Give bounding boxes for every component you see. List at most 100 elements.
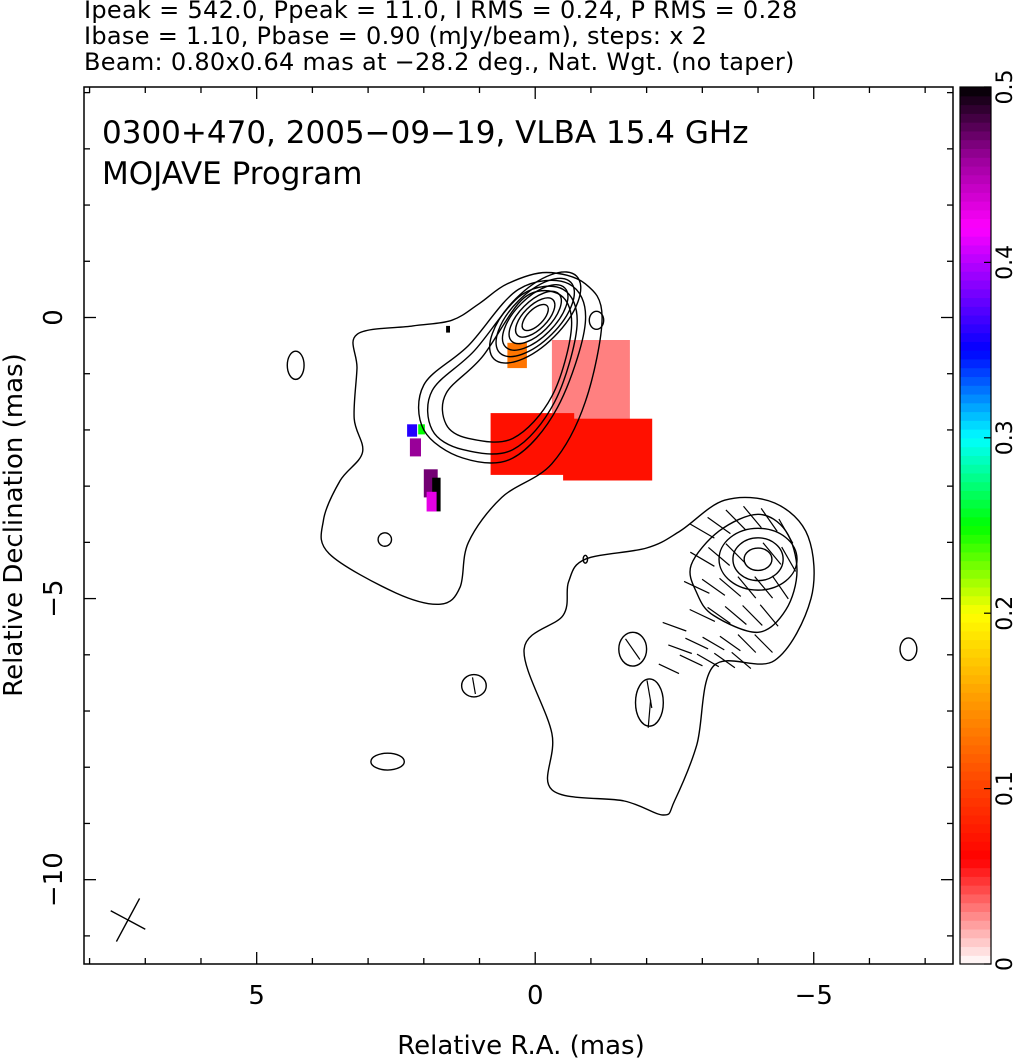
map-annotation-line-1: 0300+470, 2005−09−19, VLBA 15.4 GHz [102,115,748,151]
colorbar-tick-label: 0.3 [993,420,1018,455]
polarization-patch [418,424,425,435]
evpa-vector [683,580,710,594]
colorbar-cell [960,727,991,737]
colorbar-cell [960,499,991,509]
colorbar-cell [960,928,991,939]
evpa-vector [647,699,652,728]
colorbar-cell [960,788,991,798]
evpa-vector [658,663,680,675]
colorbar-cell [960,911,991,921]
colorbar-cell [960,104,991,114]
colorbar-cell [960,130,991,141]
evpa-vector [646,680,653,709]
colorbar-cell [960,534,991,544]
colorbar-cell [960,455,991,465]
plot-frame [83,86,954,965]
colorbar-cell [960,885,991,895]
colorbar-tick-label: 0.1 [993,771,1018,806]
colorbar-cell [960,253,991,263]
colorbar-cell [960,639,991,649]
colorbar-frame [959,86,992,965]
colorbar-cell [960,148,991,158]
evpa-vector [759,604,779,627]
evpa-vector [689,551,715,567]
core-contour [514,297,556,338]
island-contour [899,637,918,662]
colorbar-cell [960,762,991,772]
inner-contour [417,279,587,464]
island-contour [582,554,589,564]
evpa-vector [719,577,742,597]
colorbar-cell [960,183,991,193]
colorbar-cell [960,630,991,641]
core-contour [508,290,563,345]
colorbar-cell [960,244,991,255]
evpa-vector [668,644,693,655]
evpa-vector [725,509,747,531]
colorbar-cell [960,209,991,220]
colorbar-cell [960,613,991,623]
evpa-vector [742,605,763,626]
colorbar-cell [960,516,991,527]
beam-marker [110,898,146,942]
colorbar-cell [960,332,991,342]
colorbar-cell [960,157,991,167]
colorbar-cell [960,165,991,176]
knot-contour [718,527,798,591]
x-tick-label: 0 [527,981,544,1011]
evpa-vector [743,505,762,529]
evpa-vector [685,637,709,650]
colorbar-cell [960,832,991,842]
colorbar-cell [960,464,991,474]
evpa-vector [719,635,741,652]
evpa-vector [781,546,797,572]
evpa-vector [731,651,752,670]
colorbar-cell [960,674,991,684]
island-contour [286,350,305,381]
colorbar-cell [960,201,991,211]
colorbar-cell [960,920,991,930]
colorbar-cell [960,779,991,790]
colorbar-cell [960,578,991,588]
evpa-vector [689,608,716,622]
colorbar-cell [960,139,991,149]
core-contour [521,303,549,332]
colorbar-cell [960,411,991,421]
colorbar-cell [960,902,991,912]
y-tick-label: −5 [39,579,69,617]
map-annotation-line-2: MOJAVE Program [102,156,362,192]
colorbar-cell [960,437,991,448]
colorbar-cell [960,376,991,386]
colorbar-cell [960,358,991,369]
colorbar-cell [960,95,991,106]
colorbar-cell [960,87,991,97]
lower-outer-contour [523,496,815,816]
evpa-vector [771,575,789,600]
x-tick-labels: 5 0 −5 [248,981,832,1011]
polarization-layer [407,325,653,512]
evpa-vector [471,677,476,695]
evpa-vector [689,523,715,539]
colorbar-cell [960,657,991,667]
colorbar-cell [960,876,991,886]
island-contour [634,678,665,727]
header-line-2: Ibase = 1.10, Pbase = 0.90 (mJy/beam), s… [84,22,708,50]
colorbar-cell [960,341,991,351]
colorbar-cell [960,937,991,948]
colorbar-cell [960,692,991,702]
colorbar-cell [960,279,991,290]
knot-contour [732,537,784,582]
beam-minor-axis [110,910,146,930]
colorbar-cell [960,569,991,579]
colorbar-tick-label: 0.4 [993,245,1018,280]
knot-contour [743,547,773,572]
colorbar-cell [960,218,991,228]
colorbar-cell [960,525,991,535]
x-tick-label: −5 [795,981,833,1011]
evpa-vector [725,543,747,564]
evpa-vector [737,576,757,599]
colorbar-cell [960,841,991,851]
colorbar-cell [960,350,991,360]
colorbar-cell [960,385,991,395]
outer-contour [320,271,603,606]
